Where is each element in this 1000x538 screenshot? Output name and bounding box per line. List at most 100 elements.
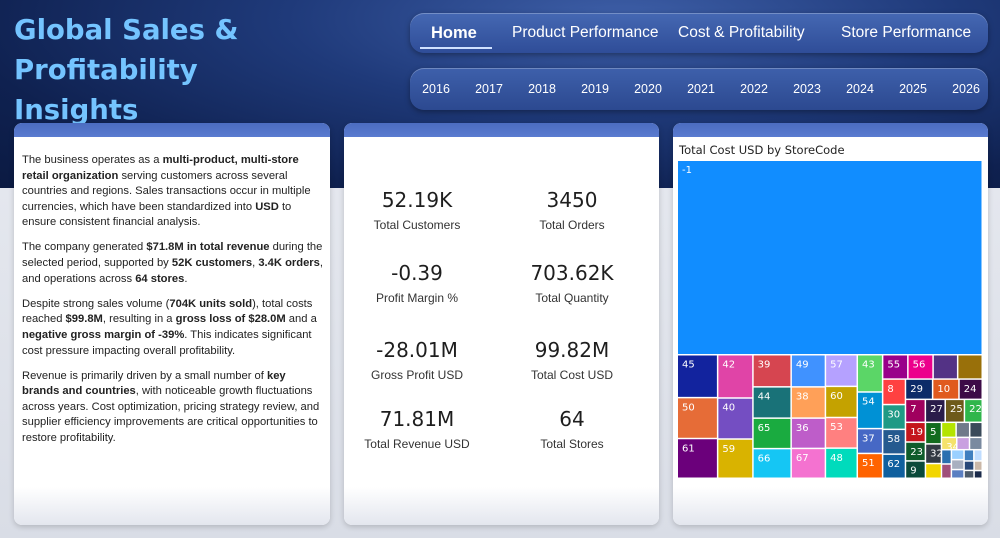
treemap-tile[interactable]: 67 [791, 449, 825, 478]
treemap-tile[interactable]: 25 [945, 400, 964, 422]
treemap-tile-rect[interactable] [753, 355, 791, 387]
treemap-tile[interactable] [974, 471, 982, 478]
treemap-tile-rect[interactable] [906, 400, 925, 422]
year-button-2016[interactable]: 2016 [422, 82, 450, 96]
treemap-tile[interactable]: 45 [678, 355, 717, 397]
treemap-tile[interactable] [964, 450, 974, 461]
treemap-tile[interactable]: 59 [718, 439, 753, 478]
treemap-tile-rect[interactable] [718, 439, 753, 478]
treemap-tile[interactable]: 50 [678, 398, 717, 438]
nav-item-home[interactable]: Home [431, 24, 477, 42]
treemap-tile[interactable] [952, 470, 964, 478]
treemap-tile-rect[interactable] [974, 471, 982, 478]
treemap-tile-rect[interactable] [964, 471, 974, 478]
treemap-tile[interactable]: 57 [826, 355, 857, 386]
treemap-tile-rect[interactable] [753, 387, 791, 418]
treemap-tile[interactable]: 56 [908, 355, 933, 379]
treemap-tile[interactable]: 37 [858, 429, 882, 453]
treemap-tile-rect[interactable] [926, 464, 941, 478]
treemap-tile-rect[interactable] [956, 423, 969, 437]
year-button-2018[interactable]: 2018 [528, 82, 556, 96]
treemap-tile[interactable]: 10 [933, 379, 959, 399]
treemap-tile[interactable]: 65 [753, 418, 791, 448]
treemap-tile-rect[interactable] [964, 461, 974, 470]
treemap-tile[interactable]: 34 [942, 438, 959, 453]
treemap-tile[interactable]: 32 [926, 444, 943, 463]
treemap-tile-rect[interactable] [964, 450, 974, 461]
treemap-tile[interactable] [964, 461, 974, 470]
treemap-tile-rect[interactable] [883, 454, 905, 478]
treemap-tile-rect[interactable] [826, 418, 857, 448]
year-button-2017[interactable]: 2017 [475, 82, 503, 96]
treemap-tile[interactable] [942, 423, 956, 437]
treemap-tile[interactable]: 5 [926, 423, 941, 444]
treemap-tile-rect[interactable] [791, 355, 825, 387]
treemap-tile-rect[interactable] [906, 442, 925, 461]
treemap-tile-rect[interactable] [942, 464, 951, 478]
treemap-tile-rect[interactable] [959, 379, 982, 399]
treemap-tile-rect[interactable] [906, 461, 925, 478]
treemap-tile[interactable]: 40 [718, 398, 753, 439]
treemap-tile-rect[interactable] [753, 418, 791, 448]
treemap-tile-rect[interactable] [952, 460, 964, 469]
treemap-tile-rect[interactable] [718, 398, 753, 439]
treemap-tile-rect[interactable] [933, 379, 959, 399]
treemap-tile-rect[interactable] [926, 444, 941, 463]
treemap-tile[interactable]: 53 [826, 418, 857, 448]
treemap-tile[interactable] [964, 471, 974, 478]
treemap-tile-rect[interactable] [926, 423, 941, 444]
treemap-tile-rect[interactable] [826, 387, 857, 417]
treemap-tile-rect[interactable] [970, 423, 982, 437]
treemap-tile[interactable]: 23 [906, 442, 925, 461]
treemap-tile-rect[interactable] [958, 355, 982, 379]
nav-item-product-performance[interactable]: Product Performance [512, 24, 659, 41]
treemap-chart[interactable]: -145506142405939446566493836675760534843… [678, 161, 983, 479]
treemap-tile-rect[interactable] [945, 400, 964, 422]
treemap-tile[interactable]: 61 [678, 439, 717, 478]
year-button-2024[interactable]: 2024 [846, 82, 874, 96]
treemap-tile[interactable]: 54 [858, 392, 882, 428]
treemap-tile[interactable] [958, 355, 982, 379]
treemap-tile-rect[interactable] [718, 355, 753, 398]
treemap-tile[interactable]: 7 [906, 400, 925, 422]
treemap-tile-rect[interactable] [826, 448, 857, 478]
treemap-tile-rect[interactable] [974, 450, 982, 461]
treemap-tile[interactable]: 60 [826, 387, 857, 417]
treemap-tile[interactable]: 44 [753, 387, 791, 418]
treemap-tile-rect[interactable] [678, 355, 717, 397]
treemap-tile-rect[interactable] [908, 355, 933, 379]
treemap-tile[interactable]: 29 [906, 379, 932, 399]
treemap-tile-rect[interactable] [957, 438, 969, 449]
treemap-tile[interactable]: 22 [965, 400, 982, 422]
treemap-tile-rect[interactable] [952, 450, 964, 459]
treemap-tile[interactable]: 39 [753, 355, 791, 387]
treemap-tile-rect[interactable] [858, 454, 882, 478]
treemap-tile-rect[interactable] [974, 461, 982, 470]
treemap-tile[interactable] [970, 423, 982, 437]
treemap-tile-rect[interactable] [883, 355, 908, 379]
treemap-tile[interactable] [957, 438, 969, 449]
treemap-tile[interactable]: 36 [791, 418, 825, 448]
treemap-tile-rect[interactable] [858, 355, 882, 392]
nav-item-store-performance[interactable]: Store Performance [841, 24, 972, 41]
treemap-tile[interactable]: 30 [883, 405, 905, 429]
treemap-tile-rect[interactable] [753, 449, 791, 478]
treemap-tile[interactable]: 9 [906, 461, 925, 478]
year-button-2019[interactable]: 2019 [581, 82, 609, 96]
nav-item-cost-profitability[interactable]: Cost & Profitability [678, 24, 805, 41]
treemap-tile[interactable]: 43 [858, 355, 882, 392]
treemap-tile-rect[interactable] [942, 450, 951, 464]
treemap-tile-rect[interactable] [678, 398, 717, 438]
treemap-tile[interactable]: 58 [883, 430, 905, 454]
treemap-tile-rect[interactable] [791, 449, 825, 478]
treemap-tile[interactable]: 48 [826, 448, 857, 478]
treemap-tile-rect[interactable] [678, 161, 982, 354]
treemap-tile[interactable] [926, 464, 941, 478]
year-button-2023[interactable]: 2023 [793, 82, 821, 96]
treemap-tile-rect[interactable] [791, 418, 825, 448]
treemap-tile[interactable]: 8 [883, 379, 905, 404]
treemap-tile-rect[interactable] [826, 355, 857, 386]
treemap-tile-rect[interactable] [858, 429, 882, 453]
treemap-tile[interactable]: 49 [791, 355, 825, 387]
year-button-2025[interactable]: 2025 [899, 82, 927, 96]
